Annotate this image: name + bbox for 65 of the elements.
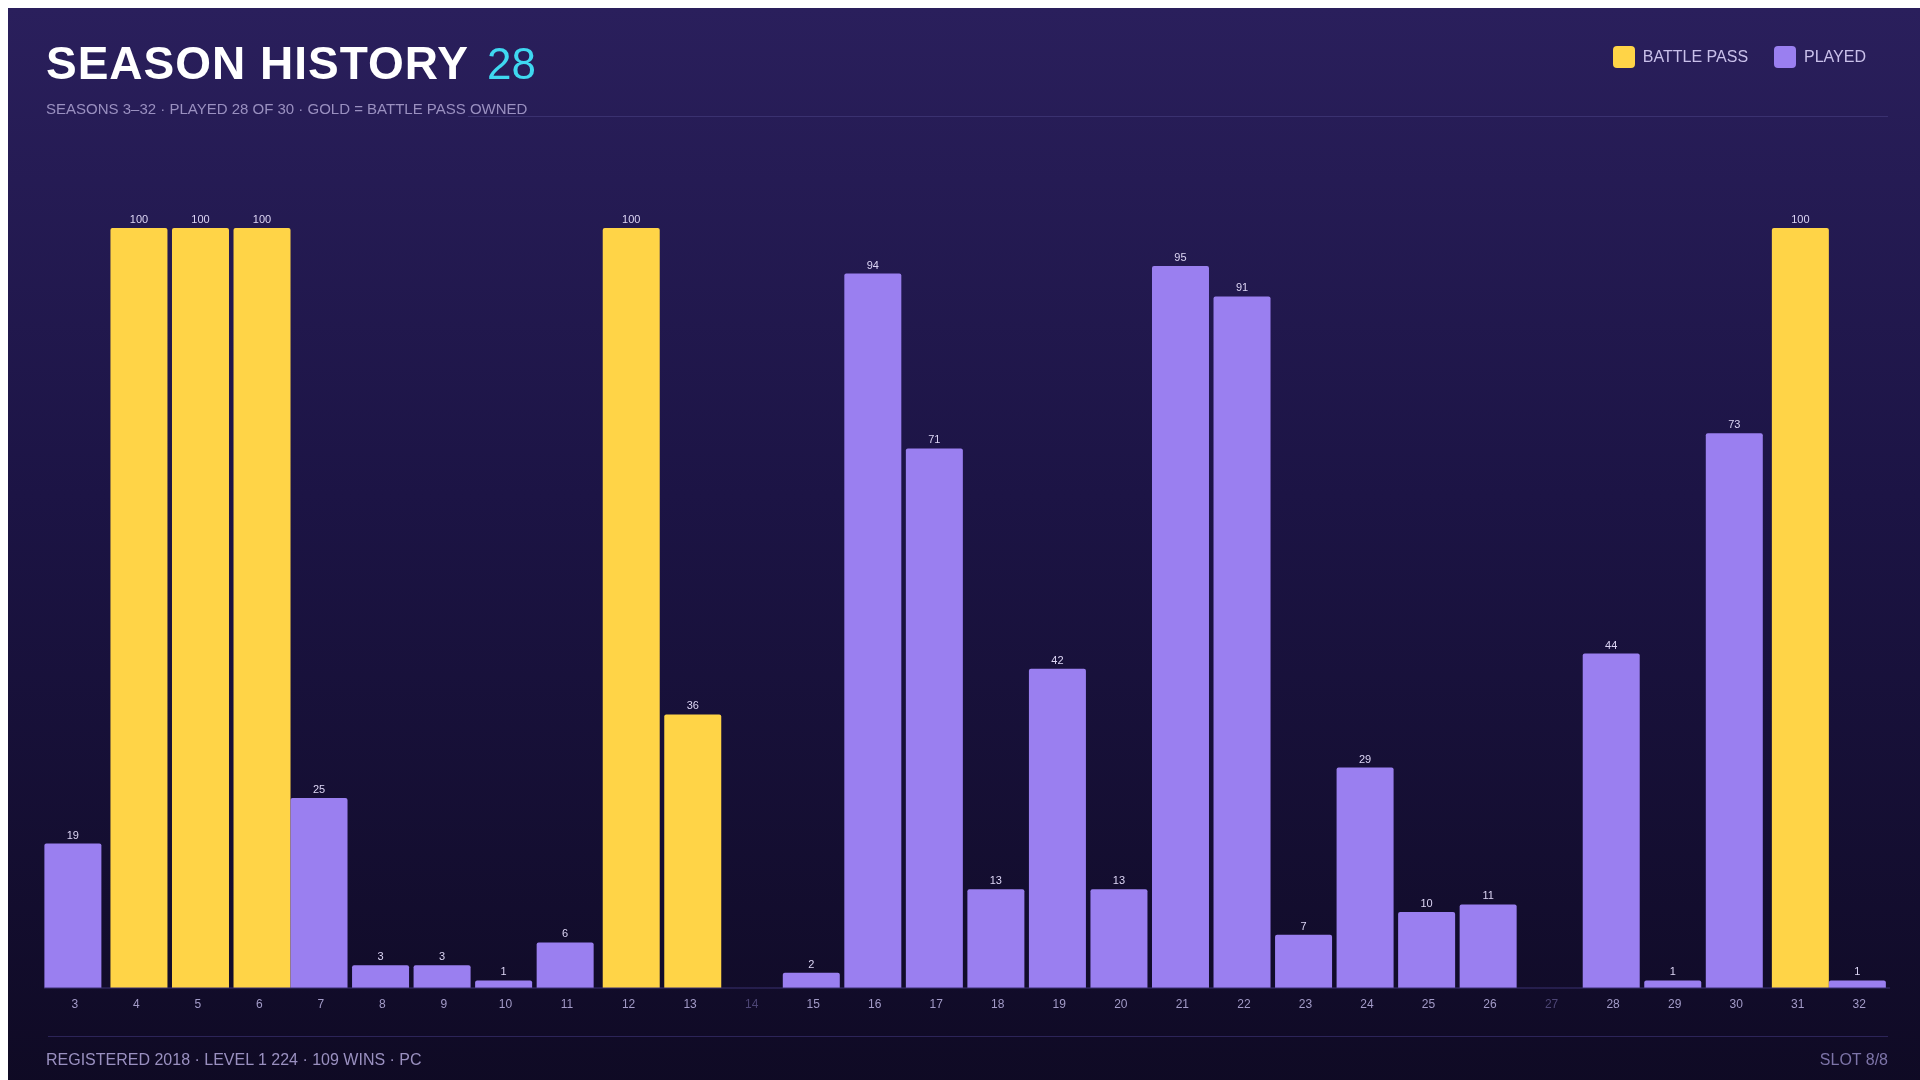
data-label: 42 xyxy=(1051,653,1064,666)
data-label: 19 xyxy=(66,828,80,841)
x-tick-label: 5 xyxy=(194,997,202,1011)
data-label: 2 xyxy=(808,957,815,970)
legend-label: PLAYED xyxy=(1804,48,1866,66)
data-label: 3 xyxy=(377,950,384,963)
data-label: 7 xyxy=(1300,919,1307,932)
data-label: 3 xyxy=(439,950,446,963)
chart-title: SEASON HISTORY xyxy=(46,36,469,90)
x-tick-label: 30 xyxy=(1729,997,1744,1011)
x-tick-label: 22 xyxy=(1237,997,1251,1011)
data-label: 95 xyxy=(1174,251,1187,263)
x-tick-label: 4 xyxy=(132,997,140,1011)
x-tick-label: 31 xyxy=(1791,997,1805,1011)
data-label: 91 xyxy=(1235,281,1249,294)
x-tick-label: 24 xyxy=(1360,997,1374,1011)
x-tick-label: 6 xyxy=(256,997,264,1011)
data-label: 1 xyxy=(1669,965,1676,978)
text: REGISTERED 2018 · LEVEL 1 224 · 109 WINS · PC xyxy=(46,1051,422,1069)
text: SLOT 8/8 xyxy=(1819,1051,1888,1069)
text: 28 xyxy=(486,39,536,89)
data-label: 1 xyxy=(500,965,507,978)
x-tick-label: 29 xyxy=(1667,997,1682,1011)
x-tick-label: 26 xyxy=(1483,997,1498,1011)
x-tick-label: 14 xyxy=(744,997,759,1011)
x-tick-label: 15 xyxy=(806,997,821,1011)
x-tick-label: 11 xyxy=(560,997,574,1011)
x-tick-label: 8 xyxy=(379,997,387,1011)
data-label: 13 xyxy=(1112,874,1126,887)
x-tick-label: 16 xyxy=(868,997,882,1011)
x-tick-label: 20 xyxy=(1114,997,1128,1011)
x-tick-label: 12 xyxy=(621,997,636,1011)
x-tick-label: 13 xyxy=(683,997,698,1011)
x-tick-label: 7 xyxy=(317,997,325,1011)
data-label: 6 xyxy=(562,927,569,940)
data-label: 73 xyxy=(1728,418,1741,431)
data-label: 10 xyxy=(1420,897,1433,909)
x-tick-label: 17 xyxy=(929,997,944,1011)
data-label: 25 xyxy=(312,783,326,795)
x-tick-label: 25 xyxy=(1421,997,1436,1011)
data-label: 100 xyxy=(622,213,641,225)
data-label: 44 xyxy=(1605,638,1618,651)
x-tick-label: 9 xyxy=(440,997,448,1011)
x-tick-label: 19 xyxy=(1052,997,1067,1011)
data-label: 29 xyxy=(1358,752,1372,765)
data-label: 100 xyxy=(252,213,272,225)
data-label: 71 xyxy=(928,433,941,446)
legend-label: BATTLE PASS xyxy=(1642,48,1749,66)
data-label: 94 xyxy=(866,258,879,271)
data-label: 36 xyxy=(686,699,699,712)
data-label: 100 xyxy=(191,213,210,225)
x-tick-label: 18 xyxy=(991,997,1005,1011)
data-label: 1 xyxy=(1854,965,1861,978)
data-label: 13 xyxy=(989,874,1003,887)
chart-subtitle: SEASONS 3–32 · PLAYED 28 OF 30 · GOLD = BATTLE PASS OWNED xyxy=(46,100,528,117)
x-tick-label: 27 xyxy=(1544,997,1559,1011)
data-label: 100 xyxy=(129,213,149,225)
x-tick-label: 23 xyxy=(1298,997,1313,1011)
x-tick-label: 32 xyxy=(1852,997,1867,1011)
data-label: 100 xyxy=(1791,213,1810,225)
x-tick-label: 3 xyxy=(71,997,79,1011)
x-tick-label: 10 xyxy=(498,997,513,1011)
x-tick-label: 21 xyxy=(1175,997,1190,1011)
data-label: 11 xyxy=(1482,889,1494,902)
x-tick-label: 28 xyxy=(1606,997,1621,1011)
